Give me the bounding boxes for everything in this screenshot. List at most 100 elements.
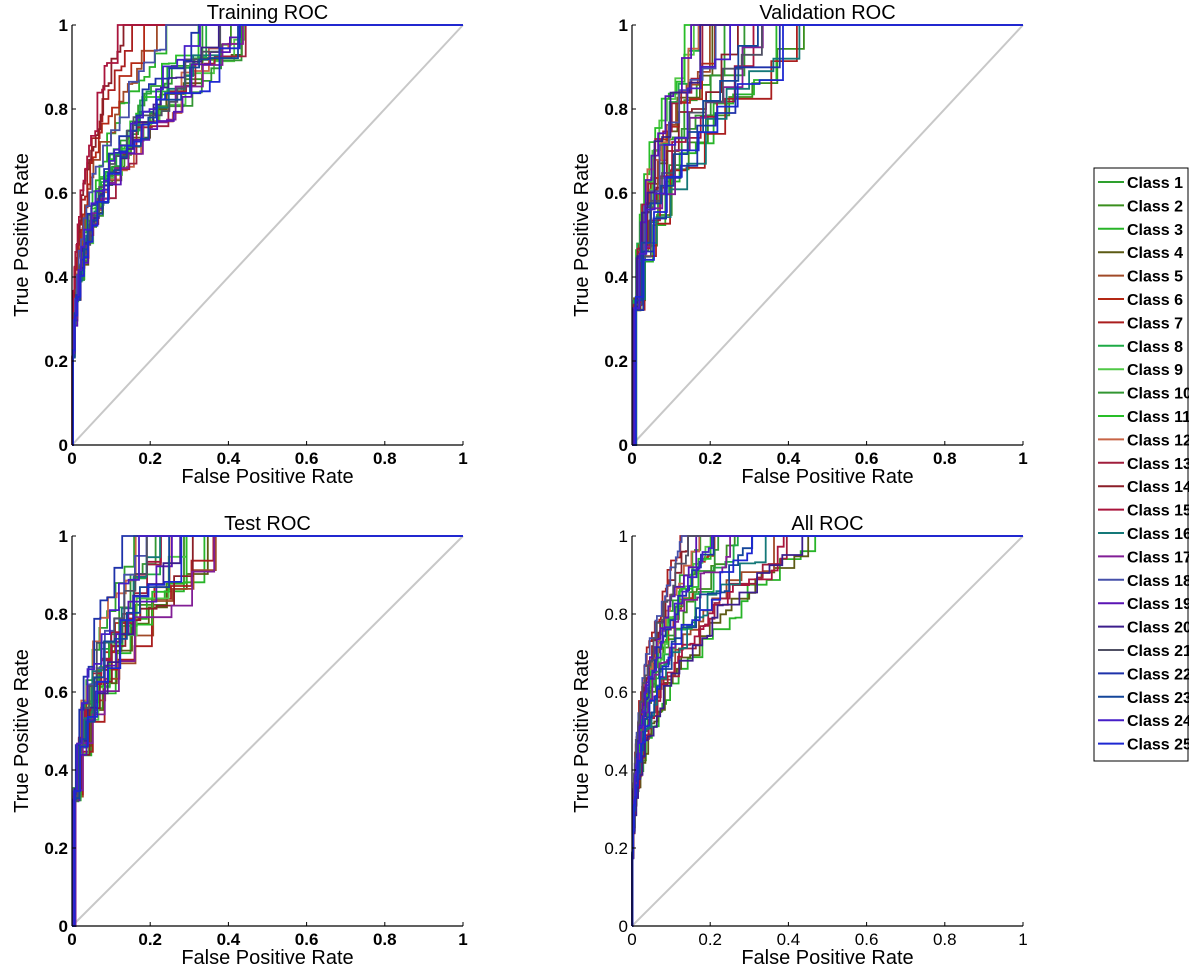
x-tick-label: 0.6 xyxy=(855,449,879,468)
y-tick-label: 1 xyxy=(59,527,68,546)
x-tick-label: 0.2 xyxy=(138,930,162,949)
roc-panels: 0 0.2 0.4 0.6 0.8 1 0 0.2 0.4 0.6 0.8 1 Training ROC… xyxy=(11,2,1028,969)
legend-entry-label: Class 11 xyxy=(1127,409,1189,426)
reference-diagonal xyxy=(631,535,1024,927)
x-tick-label: 0.4 xyxy=(777,449,801,468)
legend-entry-label: Class 4 xyxy=(1127,245,1183,262)
roc-curve-class-15 xyxy=(71,24,463,446)
x-tick-label: 0.6 xyxy=(855,930,879,949)
roc-curve-class-25 xyxy=(631,535,1023,927)
y-tick-label: 0.6 xyxy=(44,184,68,203)
legend-box xyxy=(1093,167,1189,762)
roc-curve-class-24 xyxy=(632,24,1023,446)
legend-entry-label: Class 15 xyxy=(1127,503,1189,520)
x-axis-label: False Positive Rate xyxy=(741,466,913,488)
legend-entry-label: Class 18 xyxy=(1127,573,1189,590)
y-tick-label: 0.4 xyxy=(604,268,628,287)
x-tick-label: 0.8 xyxy=(373,449,397,468)
legend-entry-label: Class 17 xyxy=(1127,549,1189,566)
chart-title: Test ROC xyxy=(224,513,311,535)
legend-entry-label: Class 10 xyxy=(1127,386,1189,403)
roc-curve-class-24 xyxy=(71,24,463,446)
roc-curve-class-24 xyxy=(72,535,463,927)
x-tick-label: 0.8 xyxy=(933,449,957,468)
roc-curve-class-25 xyxy=(72,24,463,446)
y-tick-label: 0.2 xyxy=(604,839,628,858)
legend-entry-label: Class 2 xyxy=(1127,198,1183,215)
roc-curve-class-20 xyxy=(632,24,1023,446)
x-axis-label: False Positive Rate xyxy=(741,947,913,969)
legend-entry-label: Class 16 xyxy=(1127,526,1189,543)
roc-curve-class-22 xyxy=(72,535,463,927)
x-tick-label: 0.2 xyxy=(698,449,722,468)
chart-title: Validation ROC xyxy=(759,2,895,24)
y-axis-label: True Positive Rate xyxy=(571,153,593,317)
x-tick-label: 0 xyxy=(627,930,636,949)
reference-diagonal xyxy=(71,535,464,927)
y-axis-label: True Positive Rate xyxy=(571,649,593,813)
legend-entry-label: Class 21 xyxy=(1127,643,1189,660)
x-tick-label: 0.2 xyxy=(698,930,722,949)
roc-curve-class-20 xyxy=(631,535,1023,927)
y-tick-label: 0.4 xyxy=(604,761,628,780)
legend-entry-label: Class 7 xyxy=(1127,315,1183,332)
y-tick-label: 0.6 xyxy=(604,184,628,203)
x-tick-label: 0 xyxy=(67,449,76,468)
legend-entry-label: Class 19 xyxy=(1127,596,1189,613)
x-tick-label: 0.2 xyxy=(138,449,162,468)
x-tick-label: 0.4 xyxy=(777,930,801,949)
y-axis-label: True Positive Rate xyxy=(11,649,33,813)
y-tick-label: 0.2 xyxy=(44,839,68,858)
legend-entry-label: Class 22 xyxy=(1127,666,1189,683)
x-tick-label: 1 xyxy=(458,930,467,949)
legend-entry-label: Class 1 xyxy=(1127,175,1183,192)
x-tick-label: 0.4 xyxy=(217,930,241,949)
x-axis-label: False Positive Rate xyxy=(181,947,353,969)
reference-diagonal xyxy=(631,24,1024,446)
y-tick-label: 0.6 xyxy=(604,683,628,702)
roc-panel-3: 0 0.2 0.4 0.6 0.8 1 0 0.2 0.4 0.6 0.8 1 Test ROC Fals… xyxy=(11,513,468,969)
roc-panel-4: 0 0.2 0.4 0.6 0.8 1 0 0.2 0.4 0.6 0.8 1 All ROC False… xyxy=(571,513,1028,969)
y-tick-label: 0 xyxy=(619,917,628,936)
x-tick-label: 0.8 xyxy=(373,930,397,949)
roc-curve-class-25 xyxy=(72,535,463,927)
roc-panel-1: 0 0.2 0.4 0.6 0.8 1 0 0.2 0.4 0.6 0.8 1 Training ROC… xyxy=(11,2,468,488)
x-tick-label: 0.4 xyxy=(217,449,241,468)
x-tick-label: 0 xyxy=(627,449,636,468)
legend-entry-label: Class 23 xyxy=(1127,690,1189,707)
y-tick-label: 0.2 xyxy=(44,352,68,371)
y-tick-label: 1 xyxy=(59,16,68,35)
x-tick-label: 0.6 xyxy=(295,449,319,468)
legend-entry-label: Class 6 xyxy=(1127,292,1183,309)
y-tick-label: 0.8 xyxy=(44,605,68,624)
x-tick-label: 0 xyxy=(67,930,76,949)
x-tick-label: 1 xyxy=(1018,449,1027,468)
legend-entry-label: Class 9 xyxy=(1127,362,1183,379)
y-tick-label: 0.8 xyxy=(44,100,68,119)
chart-title: Training ROC xyxy=(207,2,329,24)
y-tick-label: 1 xyxy=(619,16,628,35)
roc-curve-class-23 xyxy=(632,24,1023,446)
legend: Class 1 Class 2 Class 3 Class 4 Class 5 Class… xyxy=(1093,167,1189,762)
x-axis-label: False Positive Rate xyxy=(181,466,353,488)
x-tick-label: 1 xyxy=(1018,930,1027,949)
legend-entry-label: Class 12 xyxy=(1127,432,1189,449)
y-axis-label: True Positive Rate xyxy=(11,153,33,317)
legend-entry-label: Class 24 xyxy=(1127,713,1189,730)
roc-curve-class-25 xyxy=(632,24,1023,446)
y-tick-label: 0.6 xyxy=(44,683,68,702)
y-tick-label: 0 xyxy=(619,436,628,455)
legend-entry-label: Class 3 xyxy=(1127,222,1183,239)
legend-entry-label: Class 8 xyxy=(1127,339,1183,356)
legend-entry-label: Class 25 xyxy=(1127,737,1189,754)
y-tick-label: 1 xyxy=(619,527,628,546)
reference-diagonal xyxy=(71,24,464,446)
roc-curve-class-18 xyxy=(71,24,463,446)
y-tick-label: 0.2 xyxy=(604,352,628,371)
y-tick-label: 0.8 xyxy=(604,605,628,624)
y-tick-label: 0 xyxy=(59,436,68,455)
roc-curve-class-17 xyxy=(72,535,463,927)
y-tick-label: 0.8 xyxy=(604,100,628,119)
y-tick-label: 0.4 xyxy=(44,761,68,780)
